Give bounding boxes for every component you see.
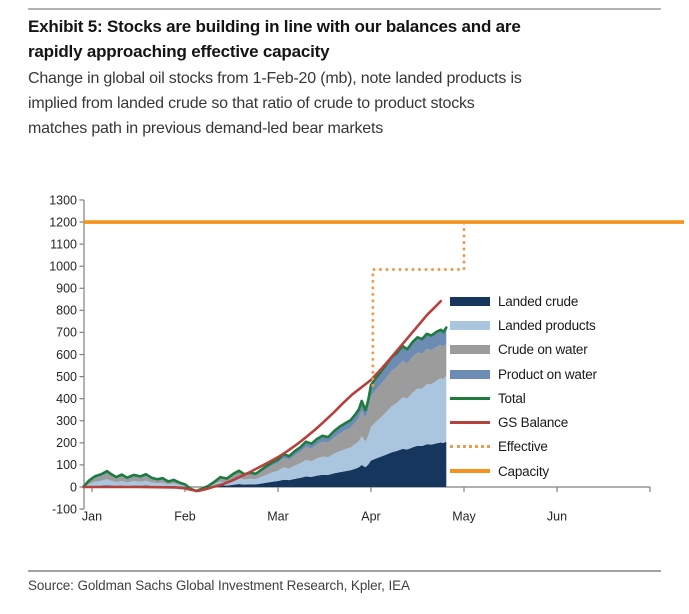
- y-axis-label: 0: [70, 480, 77, 494]
- legend-swatch-product-on-water: [450, 369, 490, 379]
- legend-label-landed-products: Landed products: [498, 317, 596, 333]
- y-axis-label: 600: [56, 348, 77, 362]
- legend-swatch-total: [450, 396, 490, 401]
- exhibit-subtitle: Change in global oil stocks from 1-Feb-2…: [28, 70, 522, 137]
- legend-label-gs-balance: GS Balance: [498, 415, 569, 431]
- y-axis-label: 500: [56, 370, 77, 384]
- legend-label-product-on-water: Product on water: [498, 366, 597, 382]
- x-axis-label: Jan: [82, 510, 102, 524]
- y-axis-label: 100: [56, 458, 77, 472]
- y-axis-label: -100: [52, 502, 77, 516]
- legend-swatch-landed-crude: [450, 296, 490, 306]
- y-axis-label: 1100: [50, 237, 77, 251]
- legend-label-effective: Effective: [498, 439, 548, 455]
- legend-label-capacity: Capacity: [498, 463, 549, 479]
- y-axis-label: 1200: [49, 215, 77, 229]
- legend-item-gs-balance: GS Balance: [450, 410, 632, 434]
- legend-item-effective: Effective: [450, 435, 632, 459]
- x-axis-label: Feb: [174, 510, 196, 524]
- y-axis-label: 300: [56, 414, 77, 428]
- legend-item-capacity: Capacity: [450, 459, 632, 483]
- y-axis-label: 1000: [49, 260, 77, 274]
- area-landed-crude: [83, 441, 447, 487]
- bottom-divider: [28, 570, 661, 572]
- legend-item-product-on-water: Product on water: [450, 362, 632, 386]
- legend-item-landed-products: Landed products: [450, 313, 632, 337]
- legend-item-landed-crude: Landed crude: [450, 289, 632, 313]
- legend-label-total: Total: [498, 390, 526, 406]
- legend-swatch-gs-balance: [450, 420, 490, 425]
- legend-swatch-capacity: [450, 469, 490, 474]
- legend-item-crude-on-water: Crude on water: [450, 338, 632, 362]
- legend-swatch-effective: [450, 445, 490, 449]
- x-axis-label: Mar: [267, 510, 289, 524]
- x-axis-label: Jun: [547, 510, 567, 524]
- chart-legend: Landed crude Landed products Crude on wate…: [450, 288, 632, 485]
- y-axis-label: 400: [56, 392, 77, 406]
- y-axis-label: 800: [56, 304, 77, 318]
- legend-swatch-crude-on-water: [450, 345, 490, 355]
- x-axis-label: May: [452, 510, 476, 524]
- y-axis-label: 900: [56, 282, 77, 296]
- legend-item-total: Total: [450, 386, 632, 410]
- legend-label-landed-crude: Landed crude: [498, 293, 579, 309]
- top-divider: [28, 8, 661, 10]
- area-crude-on-water: [83, 342, 447, 487]
- area-landed-products: [83, 375, 447, 487]
- gs-balance-line: [82, 299, 443, 493]
- legend-swatch-landed-products: [450, 320, 490, 330]
- effective-line: [371, 220, 466, 387]
- y-axis-label: 1300: [49, 193, 77, 207]
- y-axis-label: 200: [56, 436, 77, 450]
- x-axis-label: Apr: [361, 510, 380, 524]
- source-note: Source: Goldman Sachs Global Investment …: [28, 578, 410, 593]
- y-axis-label: 700: [56, 326, 77, 340]
- exhibit-title: Exhibit 5: Stocks are building in line w…: [28, 17, 521, 61]
- legend-label-crude-on-water: Crude on water: [498, 342, 588, 358]
